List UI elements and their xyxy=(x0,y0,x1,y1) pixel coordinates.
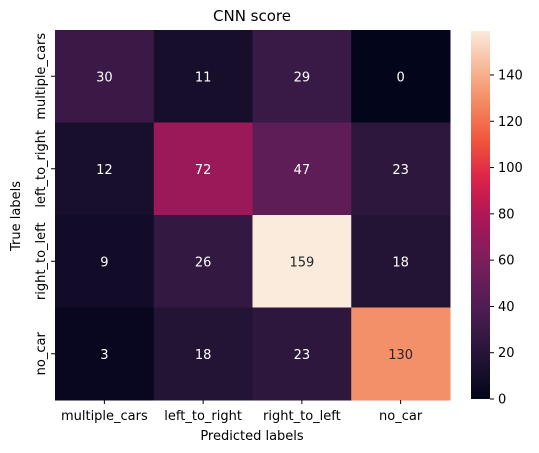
y-axis-ticks: multiple_cars left_to_right right_to_leftn… xyxy=(34,33,55,376)
cell-value-label: 11 xyxy=(195,70,212,85)
heatmap-cell xyxy=(153,215,253,308)
colorbar-tick-label: 60 xyxy=(498,254,515,269)
heatmap-cell xyxy=(55,30,155,123)
heatmap-cell xyxy=(55,122,155,216)
y-tick-label: multiple_cars xyxy=(34,33,49,120)
cell-value-label: 159 xyxy=(289,255,314,270)
cell-value-label: 47 xyxy=(294,163,311,178)
y-tick-label: right_to_left xyxy=(34,222,49,300)
x-tick-label: right_to_left xyxy=(263,409,341,424)
heatmap-cell xyxy=(153,30,253,123)
x-axis-ticks: multiple_cars left_to_right right_to_left n… xyxy=(61,400,423,424)
y-tick-label: left_to_right xyxy=(34,130,49,208)
cell-value-label: 3 xyxy=(100,348,108,363)
heatmap-cell xyxy=(252,307,352,401)
heatmap-cell xyxy=(351,215,451,308)
colorbar-tick-label: 20 xyxy=(498,346,515,361)
cell-value-label: 72 xyxy=(195,163,212,178)
colorbar-gradient xyxy=(471,31,490,399)
colorbar-tick-label: 100 xyxy=(498,161,523,176)
heatmap-cells: 30 11 29 0 12 72 47 23 9 26 159 18 3 18 23 130 xyxy=(55,30,451,401)
colorbar-tick-label: 40 xyxy=(498,300,515,315)
colorbar-tick-label: 140 xyxy=(498,68,523,83)
colorbar: 0 20 40 60 80 100 120 140 xyxy=(471,31,523,408)
colorbar-tick-label: 120 xyxy=(498,115,523,130)
heatmap-cell xyxy=(252,215,352,308)
heatmap-cell xyxy=(351,122,451,216)
y-axis-label: True labels xyxy=(9,181,24,252)
cell-value-label: 18 xyxy=(195,348,212,363)
cell-value-label: 23 xyxy=(294,348,311,363)
heatmap-cell xyxy=(55,307,155,401)
cell-value-label: 12 xyxy=(96,163,113,178)
heatmap-cell xyxy=(252,122,352,216)
heatmap-cell xyxy=(55,215,155,308)
x-tick-label: left_to_right xyxy=(164,409,242,424)
heatmap-cell xyxy=(351,30,451,123)
heatmap-cell xyxy=(252,30,352,123)
heatmap-cell xyxy=(153,122,253,216)
heatmap-cell xyxy=(153,307,253,401)
colorbar-tick-label: 80 xyxy=(498,207,515,222)
cell-value-label: 130 xyxy=(388,348,413,363)
cell-value-label: 18 xyxy=(392,255,409,270)
cell-value-label: 29 xyxy=(294,70,311,85)
colorbar-tick-label: 0 xyxy=(498,393,506,408)
x-tick-label: no_car xyxy=(379,409,423,424)
cell-value-label: 0 xyxy=(396,70,404,85)
x-axis-label: Predicted labels xyxy=(200,429,304,444)
cell-value-label: 23 xyxy=(392,163,409,178)
x-tick-label: multiple_cars xyxy=(61,409,148,424)
chart-title: CNN score xyxy=(213,7,291,25)
heatmap-cell xyxy=(351,307,451,401)
cell-value-label: 30 xyxy=(96,70,113,85)
y-tick-label: no_car xyxy=(34,332,49,376)
cell-value-label: 9 xyxy=(100,255,108,270)
cell-value-label: 26 xyxy=(195,255,212,270)
